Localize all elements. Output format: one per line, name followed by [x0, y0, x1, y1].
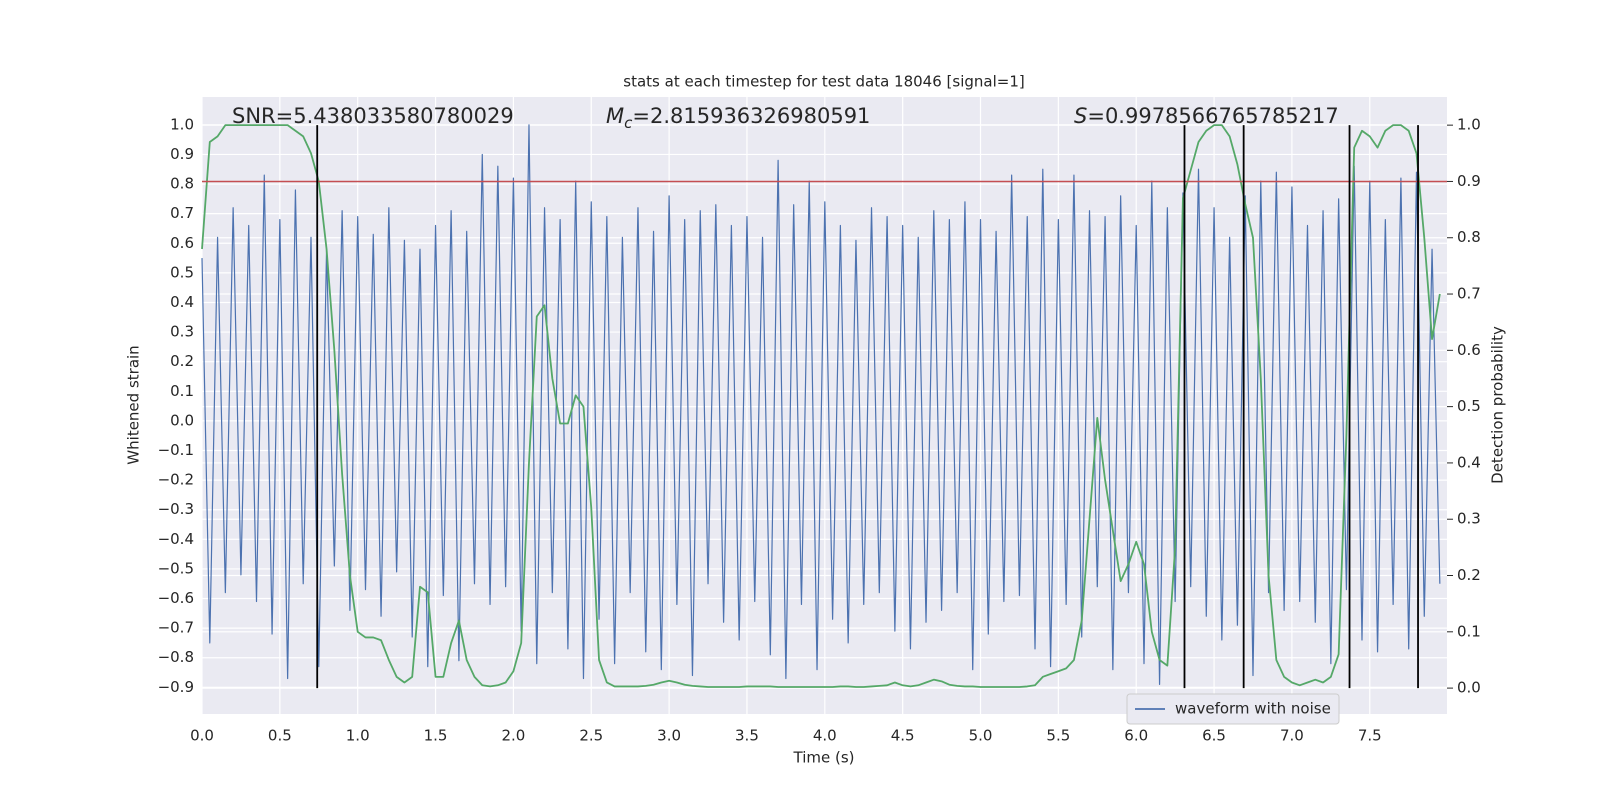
- y2-tick-label: 0.8: [1457, 228, 1481, 246]
- x-tick-label: 3.0: [657, 727, 681, 745]
- legend: waveform with noise: [1126, 693, 1340, 725]
- annotation-symbol: M: [606, 104, 624, 128]
- x-tick-label: 4.0: [813, 727, 837, 745]
- x-tick-label: 5.5: [1046, 727, 1070, 745]
- y2-tick-label: 0.5: [1457, 397, 1481, 415]
- y-tick-label: −0.2: [158, 471, 194, 489]
- x-tick-label: 3.5: [735, 727, 759, 745]
- legend-label: waveform with noise: [1175, 700, 1331, 718]
- y-tick-label: −0.6: [158, 589, 194, 607]
- marks: [201, 124, 1447, 689]
- x-tick-label: 6.5: [1202, 727, 1226, 745]
- y-tick-label: 0.2: [170, 352, 194, 370]
- x-tick-label: 5.0: [969, 727, 993, 745]
- x-tick-label: 7.5: [1358, 727, 1382, 745]
- legend-box: [1126, 693, 1340, 725]
- x-tick-label: 1.5: [424, 727, 448, 745]
- y-tick-label: 0.5: [170, 263, 194, 281]
- y-tick-label: 0.1: [170, 382, 194, 400]
- annotation-text: SNR=5.438033580780029: [232, 104, 514, 128]
- y2-tick-label: 0.1: [1457, 622, 1481, 640]
- x-tick-label: 4.5: [891, 727, 915, 745]
- y-tick-label: −0.9: [158, 678, 194, 696]
- x-axis-label: Time (s): [793, 749, 855, 767]
- y-tick-label: 0.9: [170, 145, 194, 163]
- y-tick-label: 0.3: [170, 323, 194, 341]
- annotation-symbol: S: [1074, 104, 1087, 128]
- y-axis-label: Whitened strain: [125, 345, 143, 464]
- y-tick-label: 0.6: [170, 234, 194, 252]
- annotation: Mc=2.815936326980591: [606, 104, 870, 132]
- labels: −0.9 −0.8 −0.7 −0.6 −0.5 −0.4 −0.3 −0.2 −0.1 0.0 0…: [158, 104, 1481, 745]
- y2-tick-label: 1.0: [1457, 116, 1481, 134]
- y-tick-label: −0.5: [158, 559, 194, 577]
- x-tick-label: 6.0: [1124, 727, 1148, 745]
- grid: [201, 97, 1447, 714]
- y2-tick-label: 0.4: [1457, 453, 1481, 471]
- y2-tick-label: 0.6: [1457, 341, 1481, 359]
- x-tick-label: 2.0: [501, 727, 525, 745]
- y2-tick-label: 0.0: [1457, 679, 1481, 697]
- y-tick-label: 0.7: [170, 204, 194, 222]
- x-tick-label: 0.0: [190, 727, 214, 745]
- y-tick-label: −0.8: [158, 648, 194, 666]
- annotation-text: =0.9978566765785217: [1087, 104, 1338, 128]
- annotation-subscript: c: [624, 114, 633, 132]
- x-tick-label: 2.5: [579, 727, 603, 745]
- y2-tick-label: 0.9: [1457, 172, 1481, 190]
- y2-tick-label: 0.2: [1457, 566, 1481, 584]
- x-tick-label: 1.0: [346, 727, 370, 745]
- y-tick-label: 0.0: [170, 411, 194, 429]
- y2-axis-label: Detection probability: [1489, 326, 1507, 484]
- y-tick-label: 1.0: [170, 115, 194, 133]
- y-tick-label: −0.1: [158, 441, 194, 459]
- y2-tick-label: 0.3: [1457, 510, 1481, 528]
- chart-title: stats at each timestep for test data 180…: [623, 73, 1024, 91]
- series-line: [201, 124, 1441, 688]
- annotation: SNR=5.438033580780029: [232, 104, 514, 128]
- x-tick-label: 0.5: [268, 727, 292, 745]
- annotation-text: =2.815936326980591: [632, 104, 870, 128]
- y-tick-label: −0.3: [158, 500, 194, 518]
- y-tick-label: 0.8: [170, 175, 194, 193]
- y-tick-label: −0.4: [158, 530, 194, 548]
- y-tick-label: −0.7: [158, 619, 194, 637]
- y2-tick-label: 0.7: [1457, 285, 1481, 303]
- x-tick-label: 7.0: [1280, 727, 1304, 745]
- annotation: S=0.9978566765785217: [1074, 104, 1339, 128]
- y-tick-label: 0.4: [170, 293, 194, 311]
- series-line: [201, 124, 1441, 685]
